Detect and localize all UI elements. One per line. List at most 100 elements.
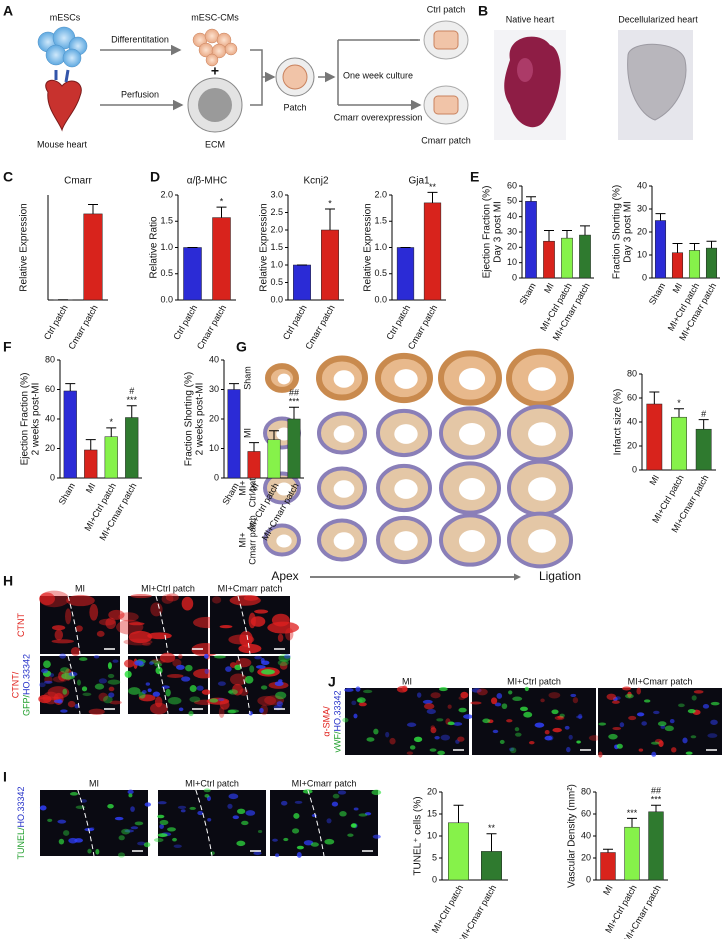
label: mESCs — [50, 12, 81, 22]
texture — [565, 726, 570, 730]
texture — [204, 788, 211, 792]
label: mESC-CMs — [191, 12, 239, 22]
label-part: CTNT/ — [11, 671, 21, 698]
texture — [160, 653, 175, 663]
x-tick-label: Ctrl patch — [384, 303, 412, 341]
texture — [89, 604, 98, 621]
y-axis-label: Ejection Fraction (%) — [482, 186, 493, 279]
texture — [497, 693, 503, 699]
texture — [59, 839, 64, 845]
texture — [710, 720, 718, 725]
texture — [371, 790, 381, 795]
x-tick-label: Cmarr patch — [195, 303, 228, 351]
lumen — [334, 532, 355, 549]
y-tick-label: 1.0 — [270, 259, 283, 269]
texture — [351, 823, 357, 828]
chart-title: α/β-MHC — [187, 176, 227, 187]
error-bar — [325, 209, 335, 230]
y-tick-label: 10 — [427, 830, 437, 840]
texture — [176, 665, 185, 670]
texture — [363, 690, 372, 693]
label: Cmarr overexpression — [334, 112, 423, 122]
y-tick-label: 1.0 — [374, 242, 387, 252]
texture — [417, 692, 421, 697]
y-tick-label: 2.0 — [160, 189, 173, 199]
texture — [52, 625, 65, 630]
y-tick-label: 10 — [209, 443, 219, 453]
y-axis-label: Day 3 post MI — [493, 201, 504, 263]
texture — [295, 801, 303, 804]
x-tick-label: Cmarr patch — [66, 303, 99, 351]
y-axis-label: 2 weeks post-MI — [195, 383, 206, 456]
texture — [97, 631, 105, 637]
column-header: MI — [89, 778, 99, 788]
bar — [321, 230, 338, 300]
texture — [207, 818, 211, 822]
y-tick-label: 0.5 — [270, 277, 283, 287]
bar — [64, 391, 77, 478]
texture — [682, 737, 687, 743]
x-tick-label: MI — [647, 473, 661, 487]
y-tick-label: 2.0 — [270, 224, 283, 234]
bar — [706, 248, 717, 278]
x-tick-label: MI — [601, 883, 615, 897]
y-tick-label: 20 — [45, 443, 55, 453]
texture — [407, 751, 413, 754]
texture — [204, 794, 209, 798]
texture — [246, 810, 256, 816]
texture — [339, 811, 346, 816]
error-bar — [699, 420, 709, 430]
texture — [144, 842, 150, 847]
significance: # — [701, 409, 706, 419]
texture — [688, 709, 696, 713]
texture — [636, 688, 641, 695]
y-axis-label: TUNEL⁺ cells (%) — [413, 796, 424, 875]
significance: *** — [289, 397, 300, 407]
texture — [431, 725, 436, 729]
bar — [105, 437, 118, 478]
texture — [168, 697, 182, 704]
texture — [342, 718, 348, 723]
error-bar — [690, 244, 700, 251]
texture — [430, 748, 437, 751]
panel-label: H — [3, 573, 13, 589]
y-tick-label: 0.0 — [160, 294, 173, 304]
texture — [355, 686, 360, 691]
label-part: CTNT — [16, 613, 26, 637]
texture — [154, 838, 164, 842]
texture — [510, 747, 516, 753]
y-tick-label: 1.5 — [270, 242, 283, 252]
texture — [283, 838, 288, 841]
row-label: vWF/HO.33342 — [333, 690, 343, 752]
lumen — [394, 369, 417, 389]
lumen — [394, 531, 417, 551]
y-axis-label: Fraction Shorting (%) — [612, 185, 623, 279]
y-axis-label: Relative Expression — [19, 203, 30, 291]
texture — [225, 666, 232, 672]
panel-label: J — [328, 674, 336, 690]
y-tick-label: 30 — [637, 203, 647, 213]
texture — [261, 658, 265, 663]
texture — [205, 669, 209, 674]
texture — [622, 687, 631, 691]
axis-label: Apex — [271, 569, 298, 583]
texture — [165, 689, 170, 697]
texture — [641, 721, 647, 725]
texture — [353, 714, 357, 719]
texture — [436, 718, 443, 721]
y-tick-label: 80 — [581, 786, 591, 796]
texture — [220, 625, 233, 628]
texture — [115, 817, 124, 820]
chart-title: Kcnj2 — [303, 176, 328, 187]
error-bar — [649, 392, 659, 404]
y-axis-label: 2 weeks post-MI — [31, 383, 42, 456]
texture — [257, 696, 276, 706]
error-bar — [454, 805, 464, 823]
lumen — [394, 424, 417, 444]
error-bar — [249, 443, 259, 452]
x-tick-label: Sham — [647, 281, 667, 306]
y-tick-label: 20 — [637, 226, 647, 236]
texture — [256, 665, 266, 669]
texture — [212, 596, 221, 603]
error-bar — [86, 440, 96, 450]
